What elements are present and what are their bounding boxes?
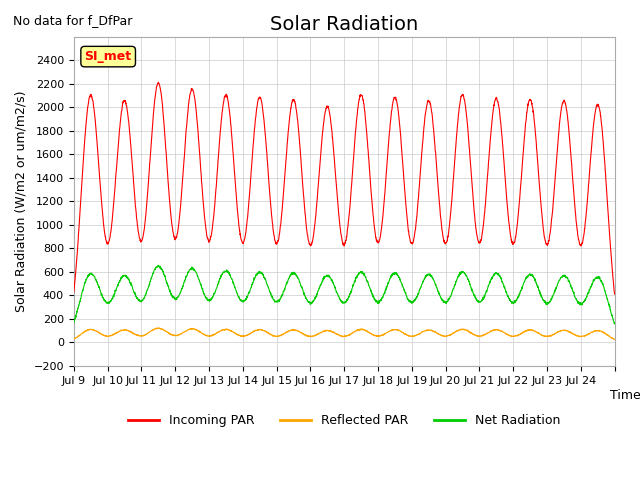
Y-axis label: Solar Radiation (W/m2 or um/m2/s): Solar Radiation (W/m2 or um/m2/s)	[15, 91, 28, 312]
X-axis label: Time: Time	[610, 389, 640, 402]
Text: No data for f_DfPar: No data for f_DfPar	[13, 14, 132, 27]
Legend: Incoming PAR, Reflected PAR, Net Radiation: Incoming PAR, Reflected PAR, Net Radiati…	[123, 409, 565, 432]
Title: Solar Radiation: Solar Radiation	[270, 15, 419, 34]
Text: SI_met: SI_met	[84, 50, 132, 63]
